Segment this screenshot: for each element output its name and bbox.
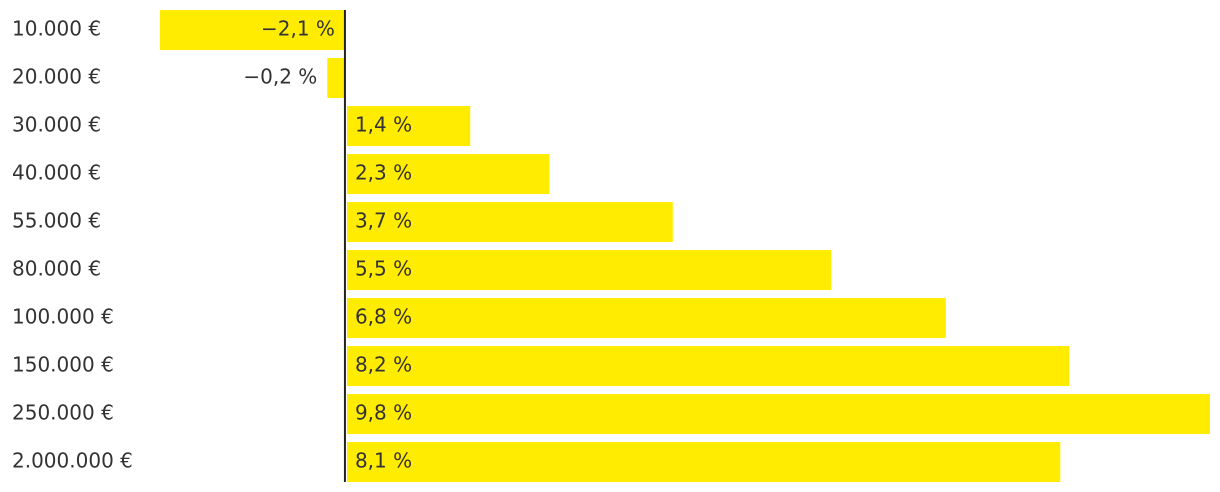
value-label: 2,3 %	[355, 161, 412, 185]
value-label: 6,8 %	[355, 305, 412, 329]
bar	[327, 58, 345, 98]
value-label: −0,2 %	[243, 65, 317, 89]
value-label: −2,1 %	[261, 17, 335, 41]
value-label: 5,5 %	[355, 257, 412, 281]
bar	[346, 250, 832, 290]
category-label: 20.000 €	[12, 65, 101, 89]
value-label: 9,8 %	[355, 401, 412, 425]
category-label: 40.000 €	[12, 161, 101, 185]
category-label: 100.000 €	[12, 305, 114, 329]
bar	[346, 298, 946, 338]
category-label: 55.000 €	[12, 209, 101, 233]
bar	[160, 10, 345, 50]
bar	[346, 442, 1061, 482]
value-label: 8,2 %	[355, 353, 412, 377]
bar	[346, 106, 471, 146]
category-label: 250.000 €	[12, 401, 114, 425]
value-label: 1,4 %	[355, 113, 412, 137]
bar	[346, 154, 550, 194]
category-label: 2.000.000 €	[12, 449, 133, 473]
category-label: 30.000 €	[12, 113, 101, 137]
category-label: 10.000 €	[12, 17, 101, 41]
bar	[346, 346, 1070, 386]
value-label: 8,1 %	[355, 449, 412, 473]
category-label: 80.000 €	[12, 257, 101, 281]
category-label: 150.000 €	[12, 353, 114, 377]
bar	[346, 202, 673, 242]
bar	[346, 394, 1210, 434]
value-label: 3,7 %	[355, 209, 412, 233]
